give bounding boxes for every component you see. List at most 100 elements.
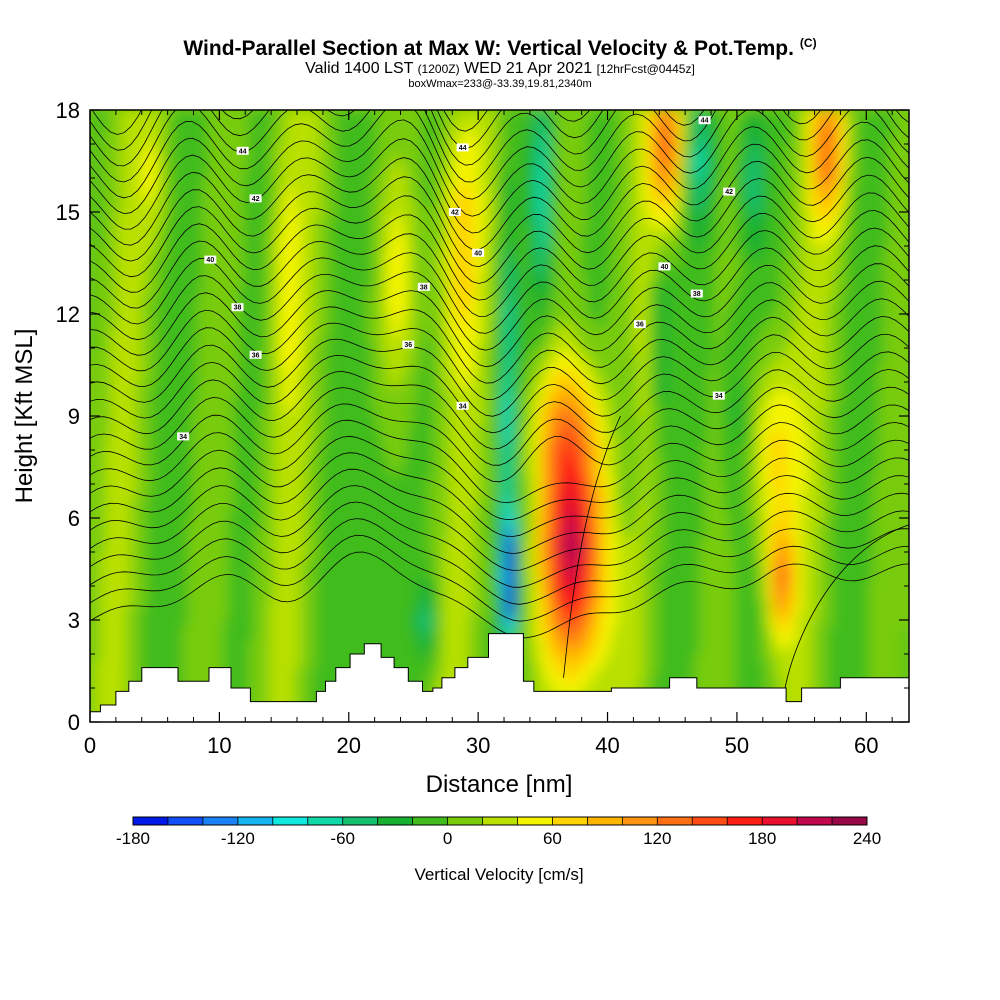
x-tick-label: 20 (337, 733, 361, 758)
colorbar-swatch (167, 817, 204, 825)
contour-label-bg (448, 208, 461, 216)
isentrope-line (90, 156, 909, 250)
contour-label: 38 (420, 284, 428, 291)
isentrope-line (90, 419, 909, 504)
contour-label-bg (723, 187, 736, 196)
isentrope-line (563, 415, 621, 678)
contour-label-bg (472, 248, 485, 257)
contour-label-bg (658, 262, 671, 271)
isentrope-line (783, 524, 909, 699)
isentrope-line (90, 245, 909, 334)
contour-label: 40 (474, 250, 482, 257)
contour-label: 40 (206, 257, 214, 264)
contour-label-bg (456, 143, 469, 152)
contour-label: 36 (252, 352, 260, 359)
isentrope-line (90, 501, 909, 588)
colorbar-tick-label: -180 (116, 829, 150, 848)
contour-label: 44 (701, 118, 709, 125)
isentrope-line (90, 551, 909, 639)
y-axis-label: Height [Kft MSL] (11, 329, 38, 504)
contour-label-bg (249, 194, 262, 203)
isentrope-line (90, 298, 909, 384)
contour-label: 42 (252, 196, 260, 203)
isentrope-line (90, 192, 909, 284)
colorbar-tick-label: 60 (543, 829, 562, 848)
contour-label-bg (249, 350, 262, 359)
colorbar-swatch (727, 817, 763, 825)
colorbar-tick-label: 240 (853, 829, 881, 848)
isentrope-line (90, 518, 909, 605)
colorbar-swatch (517, 817, 553, 825)
contour-label: 34 (715, 393, 723, 400)
chart-title-text: Wind-Parallel Section at Max W: Vertical… (183, 37, 794, 60)
contour-labels: 34 34 34 36 36 36 38 38 38 40 40 40 42 42 42 44 44 44 (177, 116, 736, 441)
colorbar-swatch (622, 817, 658, 825)
y-tick-label: 12 (56, 302, 80, 327)
isentrope-line (90, 263, 909, 351)
contour-label-bg (231, 303, 244, 312)
contour-label-bg (177, 432, 190, 441)
colorbar-tick-label: 120 (643, 829, 671, 848)
isentrope-line (90, 386, 909, 466)
y-tick-label: 18 (56, 98, 80, 123)
colorbar-tick-label: -60 (330, 829, 355, 848)
isentrope-line (90, 334, 909, 417)
isentrope-line (90, 452, 909, 537)
colorbar-tick-label: 180 (748, 829, 776, 848)
colorbar-swatch (342, 817, 378, 825)
contour-label: 38 (234, 305, 242, 312)
x-tick-label: 10 (207, 733, 231, 758)
contour-label-bg (402, 340, 415, 349)
isentrope-line (90, 534, 909, 622)
terrain-mask (90, 633, 909, 722)
colorbar-swatch (482, 817, 518, 825)
colorbar-label: Vertical Velocity [cm/s] (414, 865, 583, 884)
colorbar-swatch (657, 817, 693, 825)
x-tick-label: 50 (725, 733, 749, 758)
colorbar-tick-label: -120 (221, 829, 255, 848)
copyright-mark: (C) (799, 36, 817, 50)
valid-utc: (1200Z) (417, 62, 460, 76)
box-info: boxWmax=233@-33.39,19.81,2340m (408, 78, 592, 90)
valid-time-line: Valid 1400 LST (1200Z) WED 21 Apr 2021 [… (0, 60, 1000, 78)
colorbar: -180 -120 -60 0 60 120 180 240 (116, 816, 881, 848)
x-tick-label: 0 (84, 733, 96, 758)
contour-label: 38 (693, 291, 701, 298)
isentrope-line (90, 110, 909, 167)
forecast-info: [12hrFcst@0445z] (596, 62, 695, 76)
isentrope-line (90, 351, 909, 434)
isentrope-line (90, 280, 909, 368)
isentrope-line (90, 227, 909, 317)
colorbar-swatch (447, 817, 483, 825)
isentrope-line (90, 368, 909, 450)
colorbar-swatch (552, 817, 588, 825)
contour-label: 34 (179, 434, 187, 441)
colorbar-swatch (412, 817, 448, 825)
contour-label: 34 (459, 403, 467, 410)
contour-label-bg (698, 116, 711, 125)
contour-label: 42 (451, 210, 459, 217)
x-axis-label: Distance [nm] (426, 771, 573, 798)
colorbar-tick-label: 0 (443, 829, 452, 848)
isentrope-line (90, 119, 909, 217)
colorbar-swatch (237, 817, 274, 825)
contour-label-bg (456, 401, 469, 410)
y-tick-label: 9 (68, 404, 80, 429)
valid-date: WED 21 Apr 2021 (464, 60, 593, 77)
y-tick-label: 0 (68, 710, 80, 735)
chart-title: Wind-Parallel Section at Max W: Vertical… (0, 36, 1000, 61)
y-tick-label: 6 (68, 506, 80, 531)
potential-temperature-contours (90, 110, 909, 699)
contour-label-bg (633, 320, 646, 329)
isentrope-line (90, 403, 909, 483)
contour-label: 44 (459, 145, 467, 152)
colorbar-swatch (272, 817, 309, 825)
isentrope-line (90, 435, 909, 520)
colorbar-swatch (762, 817, 798, 825)
colorbar-swatch (307, 817, 344, 825)
colorbar-swatch (587, 817, 623, 825)
isentrope-line (90, 110, 705, 151)
valid-prefix: Valid 1400 LST (305, 60, 414, 77)
